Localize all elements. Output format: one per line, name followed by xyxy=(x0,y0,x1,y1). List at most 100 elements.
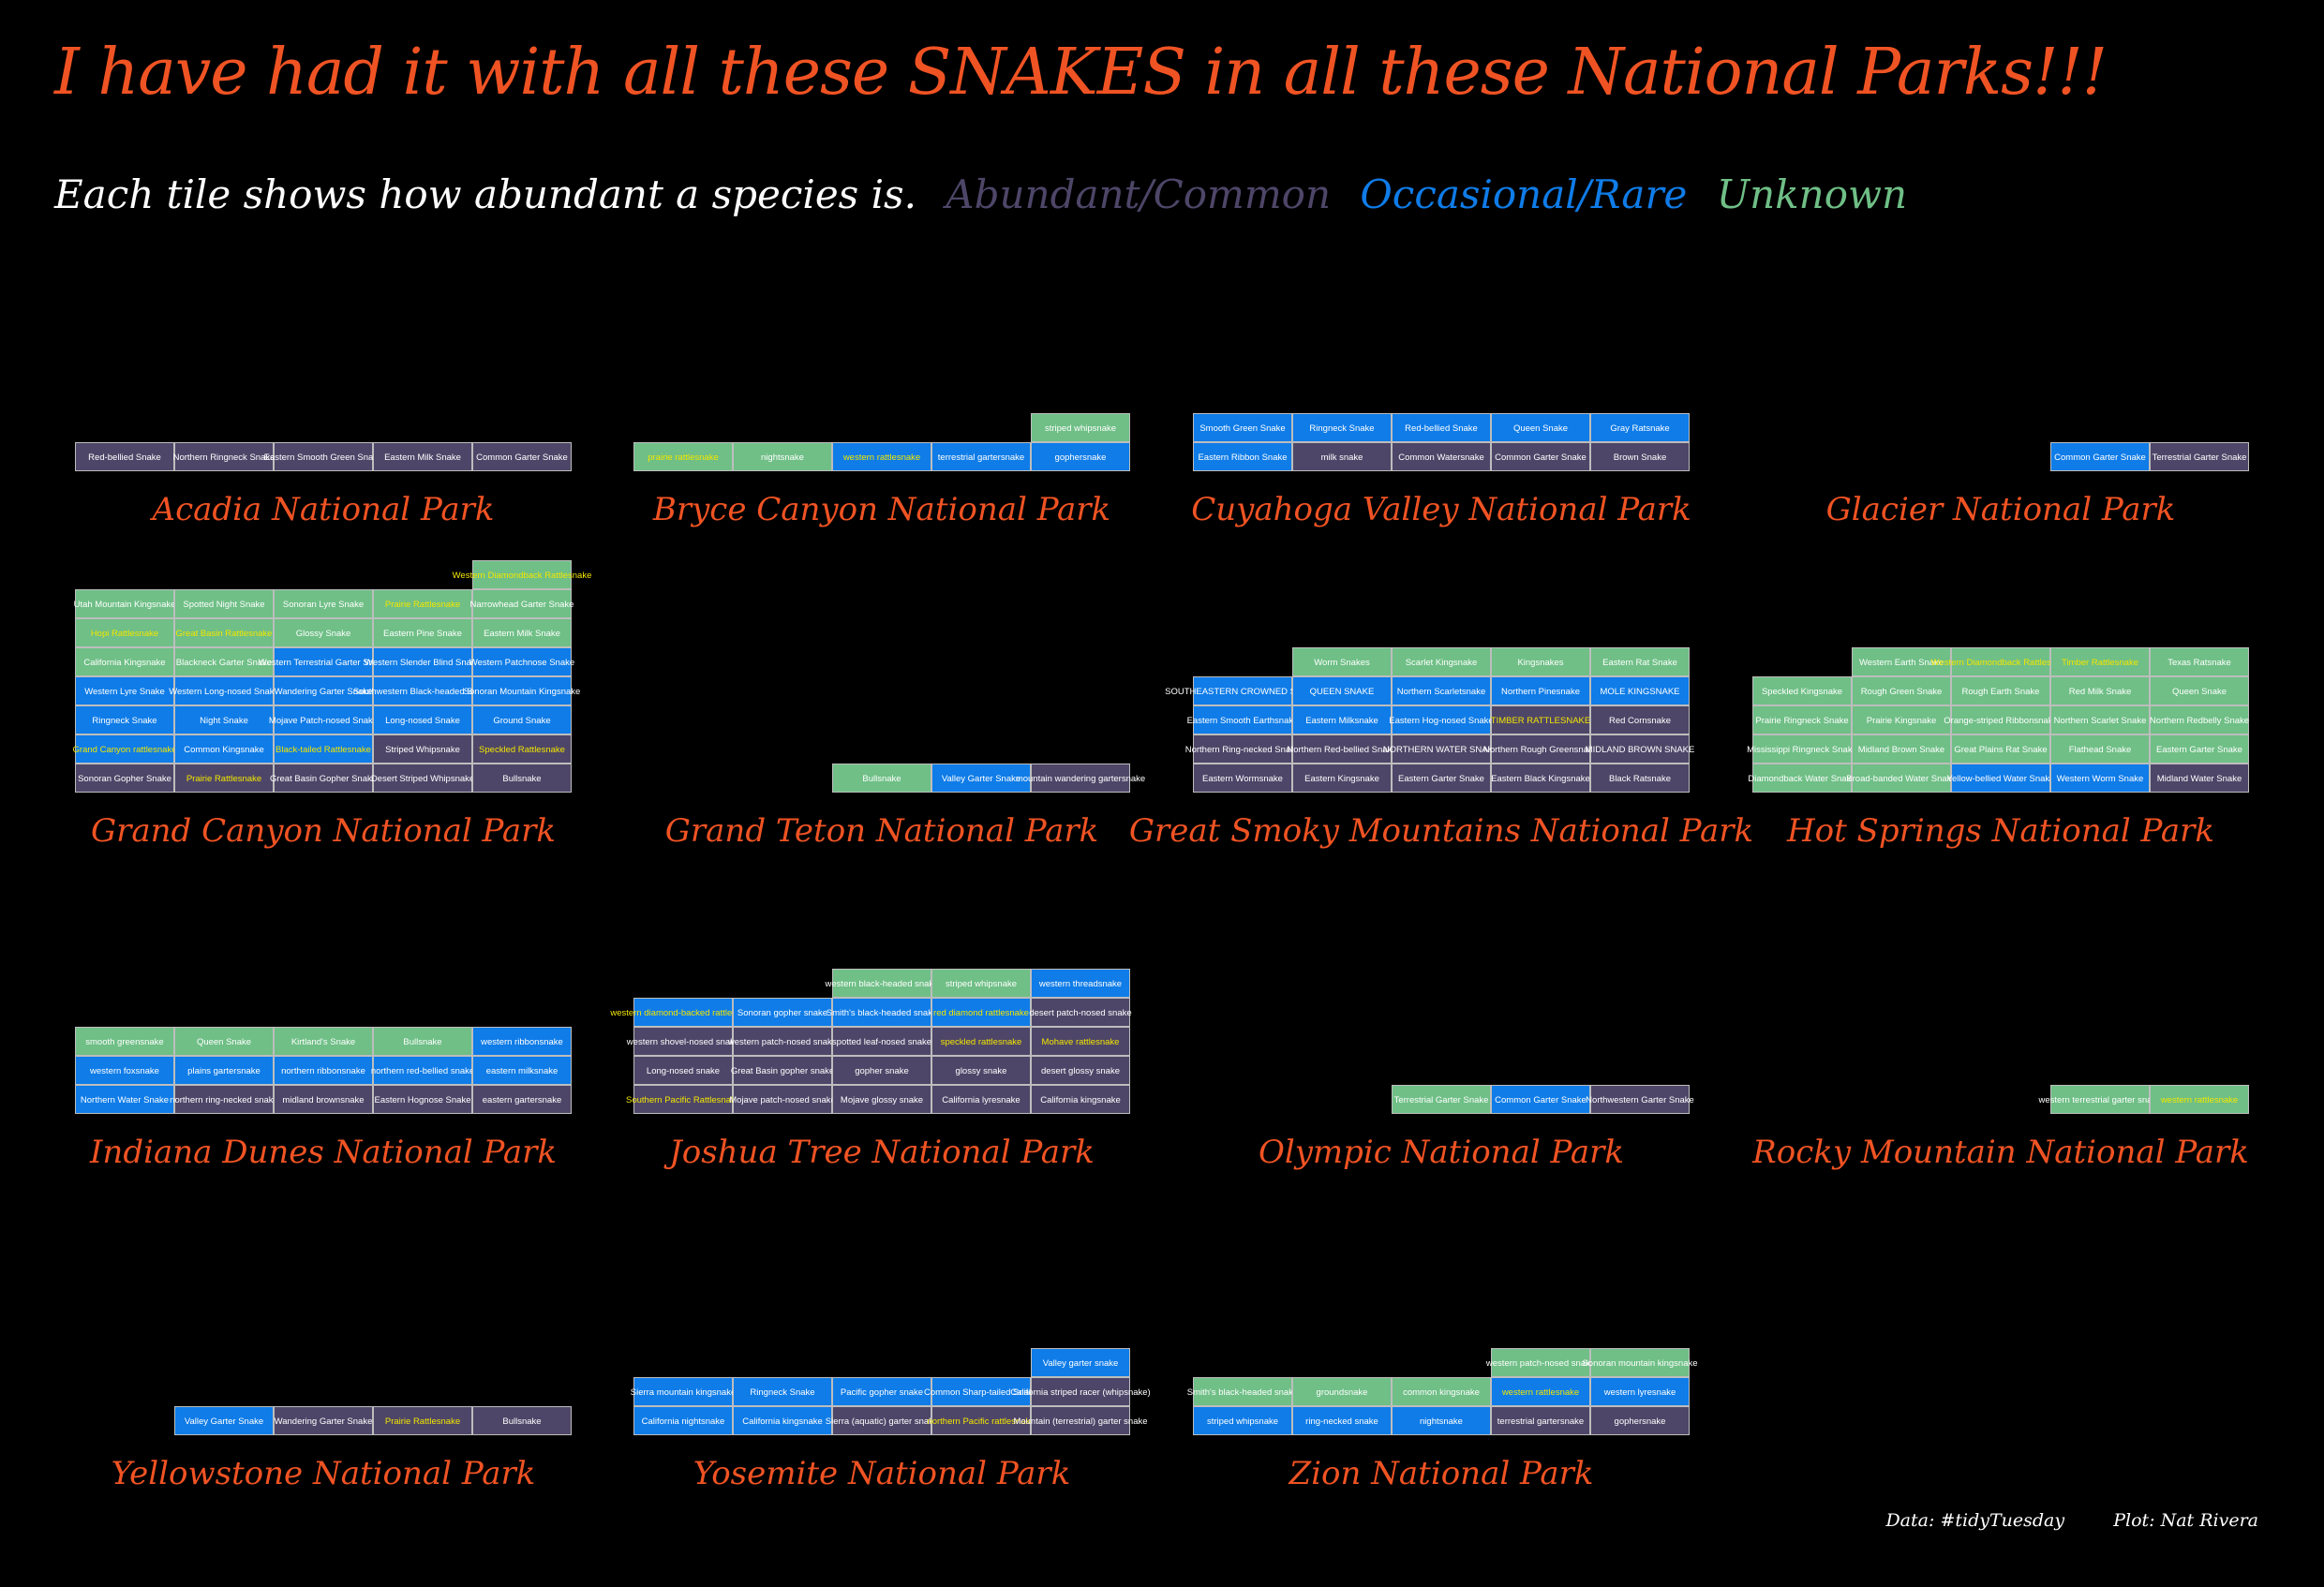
species-tile xyxy=(633,1027,733,1056)
species-label: Diamondback Water Snake xyxy=(1748,774,1855,784)
species-tile xyxy=(174,705,274,734)
species-tile xyxy=(274,705,373,734)
species-label: nightsnake xyxy=(1420,1416,1463,1427)
species-label: Ground Snake xyxy=(493,716,550,726)
species-tile xyxy=(2050,676,2150,705)
park-panel: Smooth Green Snake Ringneck Snake Red-bell… xyxy=(1191,413,1691,528)
species-label: western shovel-nosed snake xyxy=(626,1037,739,1047)
species-tile xyxy=(1491,647,1590,676)
species-label: Great Plains Rat Snake xyxy=(1954,745,2047,755)
species-tile xyxy=(1590,764,1690,793)
species-label: Eastern Kingsnake xyxy=(1304,774,1379,784)
species-tile xyxy=(2050,1085,2150,1114)
species-tile xyxy=(931,1056,1031,1085)
species-label: Queen Snake xyxy=(1513,423,1568,434)
species-label: Sierra mountain kingsnake xyxy=(631,1387,736,1398)
species-label: western patch-nosed snake xyxy=(1485,1358,1595,1369)
species-tile xyxy=(931,1085,1031,1114)
park-panel: Worm Snakes Scarlet Kingsnake Kingsnakes Ea… xyxy=(1129,647,1753,850)
species-label: California striped racer (whipsnake) xyxy=(1010,1387,1150,1398)
species-tile xyxy=(174,734,274,764)
species-label: Western Patchnose Snake xyxy=(469,658,574,668)
species-label: Northwestern Garter Snake xyxy=(1586,1095,1694,1105)
species-tile xyxy=(472,676,572,705)
species-tile xyxy=(1852,764,1951,793)
species-label: northern Pacific rattlesnake xyxy=(927,1416,1035,1427)
species-tile xyxy=(75,1056,174,1085)
species-label: Common Garter Snake xyxy=(476,452,568,463)
park-panel: Valley garter snake Sierra mountain kings… xyxy=(631,1348,1151,1492)
species-label: Terrestrial Garter Snake xyxy=(1394,1095,1489,1105)
species-label: northern ring-necked snake xyxy=(170,1095,278,1105)
species-tile xyxy=(373,1406,472,1435)
species-tile xyxy=(832,1406,931,1435)
park-panel: Terrestrial Garter Snake Common Garter Sn… xyxy=(1259,1085,1694,1171)
species-label: Valley garter snake xyxy=(1043,1358,1119,1369)
species-label: western rattlesnake xyxy=(2160,1095,2238,1105)
subtitle-text: Each tile shows how abundant a species i… xyxy=(54,171,916,217)
species-label: Western Slender Blind Snake xyxy=(365,658,481,668)
caption-plot-value: Nat Rivera xyxy=(2160,1510,2258,1531)
species-label: desert glossy snake xyxy=(1041,1066,1120,1076)
species-label: Sierra (aquatic) garter snake xyxy=(826,1416,938,1427)
species-tile xyxy=(1031,764,1130,793)
species-tile xyxy=(472,560,572,589)
species-tile xyxy=(472,705,572,734)
species-label: Mojave Patch-nosed Snake xyxy=(269,716,378,726)
species-tile xyxy=(1951,705,2050,734)
park-panel: western black-headed snake striped whipsn… xyxy=(609,969,1132,1171)
species-tile xyxy=(1031,1056,1130,1085)
species-label: Western Terrestrial Garter Snake xyxy=(259,658,389,668)
species-label: Spotted Night Snake xyxy=(183,600,264,610)
species-tile xyxy=(75,734,174,764)
species-tile xyxy=(2050,705,2150,734)
species-label: western threadsnake xyxy=(1038,979,1122,989)
species-label: gopher snake xyxy=(855,1066,909,1076)
species-label: Common Garter Snake xyxy=(1495,452,1587,463)
park-panel: Red-bellied Snake Northern Ringneck Snake… xyxy=(75,442,572,528)
species-tile xyxy=(373,705,472,734)
species-label: Mountain (terrestrial) garter snake xyxy=(1013,1416,1147,1427)
species-tile xyxy=(174,647,274,676)
species-tile xyxy=(1392,764,1491,793)
species-tile xyxy=(1590,1085,1690,1114)
species-tile xyxy=(1491,442,1590,471)
species-label: Eastern Garter Snake xyxy=(2156,745,2242,755)
species-tile xyxy=(733,1377,832,1406)
species-label: Northern Water Snake xyxy=(81,1095,169,1105)
species-tile xyxy=(274,1056,373,1085)
species-label: western foxsnake xyxy=(89,1066,159,1076)
species-label: gophersnake xyxy=(1055,452,1107,463)
species-label: milk snake xyxy=(1321,452,1363,463)
species-label: Northern Rough Greensnake xyxy=(1483,745,1598,755)
species-label: Western Earth Snake xyxy=(1859,658,1944,668)
species-label: Northern Ringneck Snake xyxy=(173,452,276,463)
species-tile xyxy=(373,676,472,705)
species-tile xyxy=(274,764,373,793)
species-tile xyxy=(174,676,274,705)
species-label: Rough Earth Snake xyxy=(1962,687,2040,697)
species-tile xyxy=(1392,1377,1491,1406)
species-label: Common Garter Snake xyxy=(1495,1095,1587,1105)
species-label: striped whipsnake xyxy=(1045,423,1116,434)
species-tile xyxy=(1491,705,1590,734)
species-label: Prairie Rattlesnake xyxy=(385,600,460,610)
species-tile xyxy=(472,1056,572,1085)
species-tile xyxy=(931,442,1031,471)
species-tile xyxy=(1031,998,1130,1027)
chart-title: I have had it with all these SNAKES in a… xyxy=(54,36,2108,110)
species-label: northern ribbonsnake xyxy=(281,1066,365,1076)
species-label: prairie rattlesnake xyxy=(648,452,719,463)
species-tile xyxy=(931,1377,1031,1406)
species-tile xyxy=(1392,705,1491,734)
species-tile xyxy=(75,1085,174,1114)
species-label: Red Milk Snake xyxy=(2069,687,2132,697)
species-tile xyxy=(1031,413,1130,442)
species-tile xyxy=(274,676,373,705)
species-label: groundsnake xyxy=(1317,1387,1368,1398)
park-name: Rocky Mountain National Park xyxy=(1751,1134,2249,1171)
park-name: Bryce Canyon National Park xyxy=(652,491,1110,528)
species-tile xyxy=(1752,734,1852,764)
park-name: Cuyahoga Valley National Park xyxy=(1191,491,1691,528)
species-label: Eastern Pine Snake xyxy=(383,629,462,639)
